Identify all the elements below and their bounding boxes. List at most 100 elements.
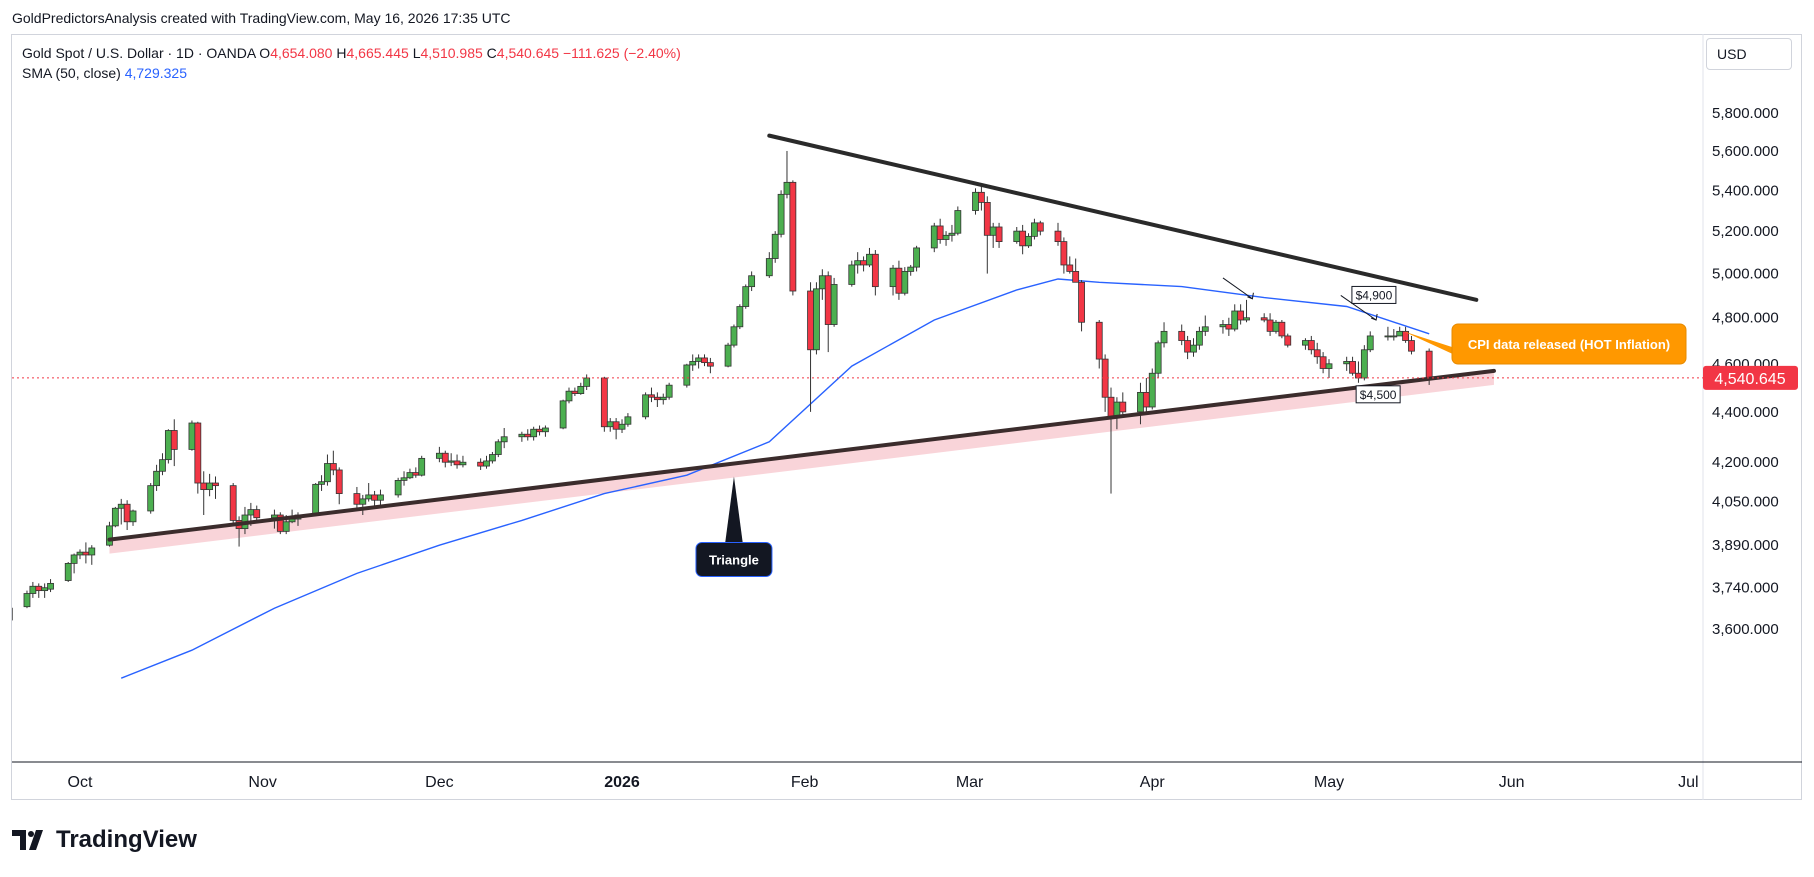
candle[interactable] <box>1078 280 1085 332</box>
candle[interactable] <box>418 455 426 477</box>
candle[interactable] <box>194 421 202 494</box>
candle[interactable] <box>983 196 991 274</box>
candle[interactable] <box>642 392 649 420</box>
candle[interactable] <box>571 387 579 397</box>
candle[interactable] <box>1025 233 1032 248</box>
candle[interactable] <box>565 387 573 404</box>
candle[interactable] <box>559 399 567 430</box>
candle[interactable] <box>1019 224 1027 255</box>
candle[interactable] <box>41 583 49 598</box>
candle[interactable] <box>64 561 72 582</box>
candle[interactable] <box>936 218 944 244</box>
candle[interactable] <box>518 431 526 442</box>
candle[interactable] <box>1349 356 1356 376</box>
candle[interactable] <box>324 454 331 486</box>
candle[interactable] <box>1201 315 1209 336</box>
candle[interactable] <box>1072 258 1080 283</box>
candle[interactable] <box>371 490 378 506</box>
candle[interactable] <box>170 419 178 467</box>
candle[interactable] <box>854 252 862 274</box>
candle[interactable] <box>1160 322 1168 348</box>
candle[interactable] <box>106 521 113 547</box>
candle[interactable] <box>1396 326 1404 337</box>
candle[interactable] <box>23 590 31 609</box>
candle[interactable] <box>830 277 838 327</box>
candle[interactable] <box>1366 331 1374 353</box>
candle[interactable] <box>494 439 502 458</box>
candle[interactable] <box>111 506 119 528</box>
candle[interactable] <box>1031 218 1038 240</box>
candle[interactable] <box>29 581 37 598</box>
candle[interactable] <box>453 454 461 469</box>
candle[interactable] <box>1148 368 1156 410</box>
resistance-trendline[interactable] <box>767 133 1479 302</box>
candle[interactable] <box>948 224 956 242</box>
candle[interactable] <box>1278 320 1286 339</box>
candle[interactable] <box>1384 326 1392 341</box>
candle[interactable] <box>489 451 496 464</box>
candle[interactable] <box>1355 361 1362 383</box>
cpi-callout-box[interactable] <box>1451 323 1687 365</box>
candle[interactable] <box>730 324 738 348</box>
candle[interactable] <box>1142 377 1150 412</box>
candle[interactable] <box>1190 338 1197 357</box>
candle[interactable] <box>159 453 166 476</box>
candle[interactable] <box>188 420 196 451</box>
candle[interactable] <box>866 247 873 268</box>
candle[interactable] <box>459 455 467 468</box>
candle[interactable] <box>995 222 1003 248</box>
candle[interactable] <box>748 271 756 292</box>
candle[interactable] <box>771 231 779 263</box>
candle[interactable] <box>312 483 320 517</box>
candle[interactable] <box>1319 352 1327 374</box>
symbol-legend[interactable]: Gold Spot / U.S. Dollar · 1D · OANDA O4,… <box>22 45 681 61</box>
candle[interactable] <box>1013 226 1021 244</box>
candle[interactable] <box>930 222 938 253</box>
candle[interactable] <box>907 264 915 276</box>
candle[interactable] <box>400 471 408 486</box>
candle[interactable] <box>701 354 708 367</box>
candle[interactable] <box>76 549 84 560</box>
candle[interactable] <box>329 450 337 476</box>
candle[interactable] <box>689 354 697 371</box>
candle[interactable] <box>1343 356 1351 371</box>
candle[interactable] <box>942 231 950 246</box>
candle[interactable] <box>683 363 691 388</box>
candle[interactable] <box>1225 317 1233 336</box>
candle[interactable] <box>1243 299 1250 323</box>
candle[interactable] <box>530 426 538 441</box>
candle[interactable] <box>88 545 96 565</box>
candle[interactable] <box>653 392 661 407</box>
candle[interactable] <box>435 446 443 463</box>
candle[interactable] <box>1408 335 1415 355</box>
candle[interactable] <box>353 486 361 510</box>
candle[interactable] <box>824 271 832 353</box>
candle[interactable] <box>889 264 897 296</box>
candle[interactable] <box>206 473 214 497</box>
candle[interactable] <box>612 418 620 440</box>
candle[interactable] <box>542 425 549 437</box>
candle[interactable] <box>1360 345 1368 381</box>
candle[interactable] <box>1302 338 1309 350</box>
candle[interactable] <box>624 413 632 427</box>
triangle-callout-box[interactable] <box>695 541 773 577</box>
candle[interactable] <box>1184 335 1192 360</box>
candle[interactable] <box>1284 333 1292 348</box>
sma-50-line[interactable] <box>120 278 1430 679</box>
candle[interactable] <box>1101 354 1109 412</box>
candle[interactable] <box>1195 326 1203 350</box>
candle[interactable] <box>695 354 703 369</box>
candle[interactable] <box>1178 324 1186 346</box>
tradingview-logo[interactable]: TradingView <box>12 826 197 854</box>
candle[interactable] <box>82 542 90 564</box>
candle[interactable] <box>1060 237 1068 274</box>
candle[interactable] <box>447 453 455 467</box>
candle[interactable] <box>441 450 449 468</box>
candle[interactable] <box>648 387 655 403</box>
candle[interactable] <box>1260 313 1268 323</box>
candle[interactable] <box>807 282 814 412</box>
candle[interactable] <box>618 419 626 433</box>
candle[interactable] <box>129 509 137 526</box>
candle[interactable] <box>1036 220 1044 236</box>
